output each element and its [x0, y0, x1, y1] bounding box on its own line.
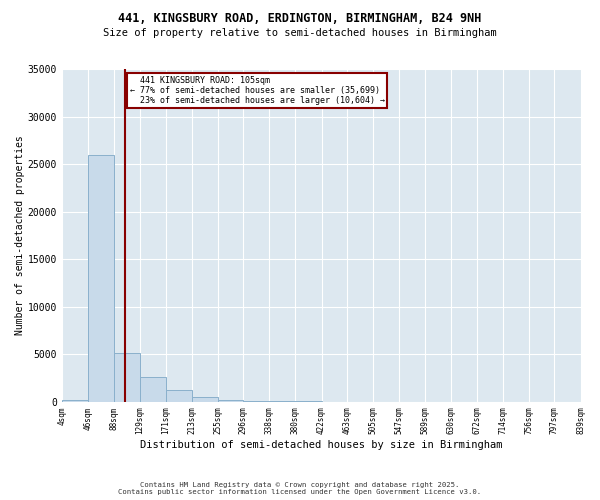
- Y-axis label: Number of semi-detached properties: Number of semi-detached properties: [15, 136, 25, 336]
- X-axis label: Distribution of semi-detached houses by size in Birmingham: Distribution of semi-detached houses by …: [140, 440, 503, 450]
- Bar: [166, 390, 192, 402]
- Bar: [244, 401, 269, 402]
- Bar: [140, 377, 166, 402]
- Bar: [192, 397, 218, 402]
- Bar: [114, 354, 140, 402]
- Text: Size of property relative to semi-detached houses in Birmingham: Size of property relative to semi-detach…: [103, 28, 497, 38]
- Bar: [62, 400, 88, 402]
- Text: Contains HM Land Registry data © Crown copyright and database right 2025.
Contai: Contains HM Land Registry data © Crown c…: [118, 482, 482, 495]
- Text: 441 KINGSBURY ROAD: 105sqm
← 77% of semi-detached houses are smaller (35,699)
  : 441 KINGSBURY ROAD: 105sqm ← 77% of semi…: [130, 76, 385, 106]
- Bar: [88, 154, 114, 402]
- Bar: [218, 400, 244, 402]
- Text: 441, KINGSBURY ROAD, ERDINGTON, BIRMINGHAM, B24 9NH: 441, KINGSBURY ROAD, ERDINGTON, BIRMINGH…: [118, 12, 482, 26]
